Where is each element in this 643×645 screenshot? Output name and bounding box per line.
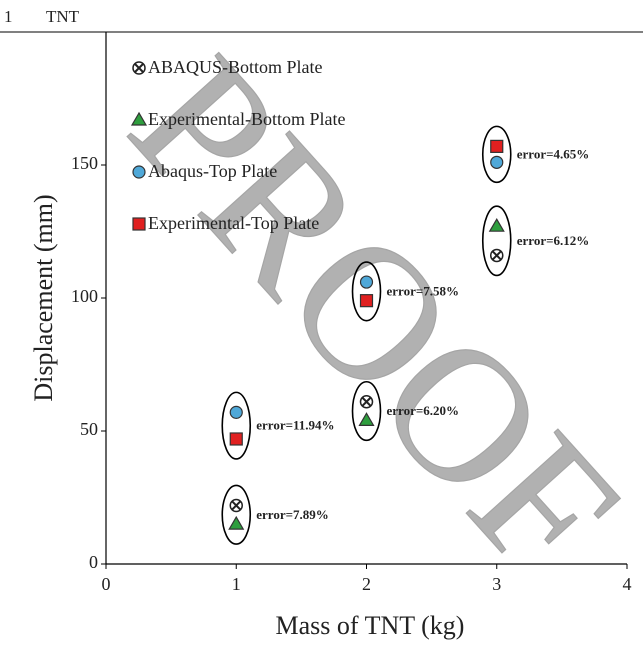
x-tick-label: 0 (102, 574, 111, 594)
marker-circle (132, 165, 146, 179)
marker-crossed-circle (490, 248, 504, 263)
x-tick-label: 3 (492, 574, 501, 594)
x-tick-label: 4 (623, 574, 632, 594)
group-ellipse (221, 484, 252, 545)
annotation: error=11.94% (256, 418, 334, 433)
marker-square (490, 139, 504, 153)
marker-crossed-circle (132, 61, 146, 75)
marker-square (132, 217, 146, 231)
marker-crossed-circle (359, 394, 374, 409)
group-ellipse (351, 261, 382, 322)
marker-square (229, 432, 243, 446)
marker-part (492, 250, 502, 261)
legend-label: Experimental-Top Plate (148, 213, 319, 233)
y-tick-label: 0 (89, 552, 98, 572)
y-tick-label: 150 (71, 153, 98, 173)
marker-square (359, 294, 374, 308)
marker-circle (359, 275, 374, 289)
legend-label: Experimental-Bottom Plate (148, 109, 345, 129)
annotation: error=6.12% (517, 233, 590, 248)
legend-label: ABAQUS-Bottom Plate (148, 57, 323, 77)
annotation: error=7.58% (387, 283, 460, 298)
x-tick-label: 2 (362, 574, 371, 594)
annotation: error=6.20% (387, 403, 460, 418)
group-ellipse (481, 125, 512, 184)
marker-part (361, 397, 372, 407)
x-tick-label: 1 (232, 574, 241, 594)
marker-triangle (130, 111, 148, 126)
x-axis-label: Mass of TNT (kg) (276, 611, 465, 640)
y-tick-label: 50 (80, 419, 98, 439)
legend-label: Abaqus-Top Plate (148, 161, 277, 181)
annotation: error=7.89% (256, 507, 329, 522)
y-tick-label: 100 (71, 286, 98, 306)
marker-part (134, 63, 144, 73)
annotation: error=4.65% (517, 146, 590, 161)
marker-triangle (358, 412, 375, 426)
header-text: TNT (46, 7, 80, 26)
header-number: 1 (4, 7, 13, 26)
marker-circle (229, 405, 243, 419)
group-ellipse (481, 205, 512, 277)
y-axis-label: Displacement (mm) (29, 194, 58, 401)
marker-crossed-circle (229, 498, 243, 513)
marker-circle (490, 155, 504, 169)
group-ellipse (221, 391, 252, 460)
marker-part (231, 500, 241, 511)
marker-triangle (228, 515, 245, 530)
group-ellipse (351, 380, 382, 442)
marker-triangle (488, 217, 505, 232)
